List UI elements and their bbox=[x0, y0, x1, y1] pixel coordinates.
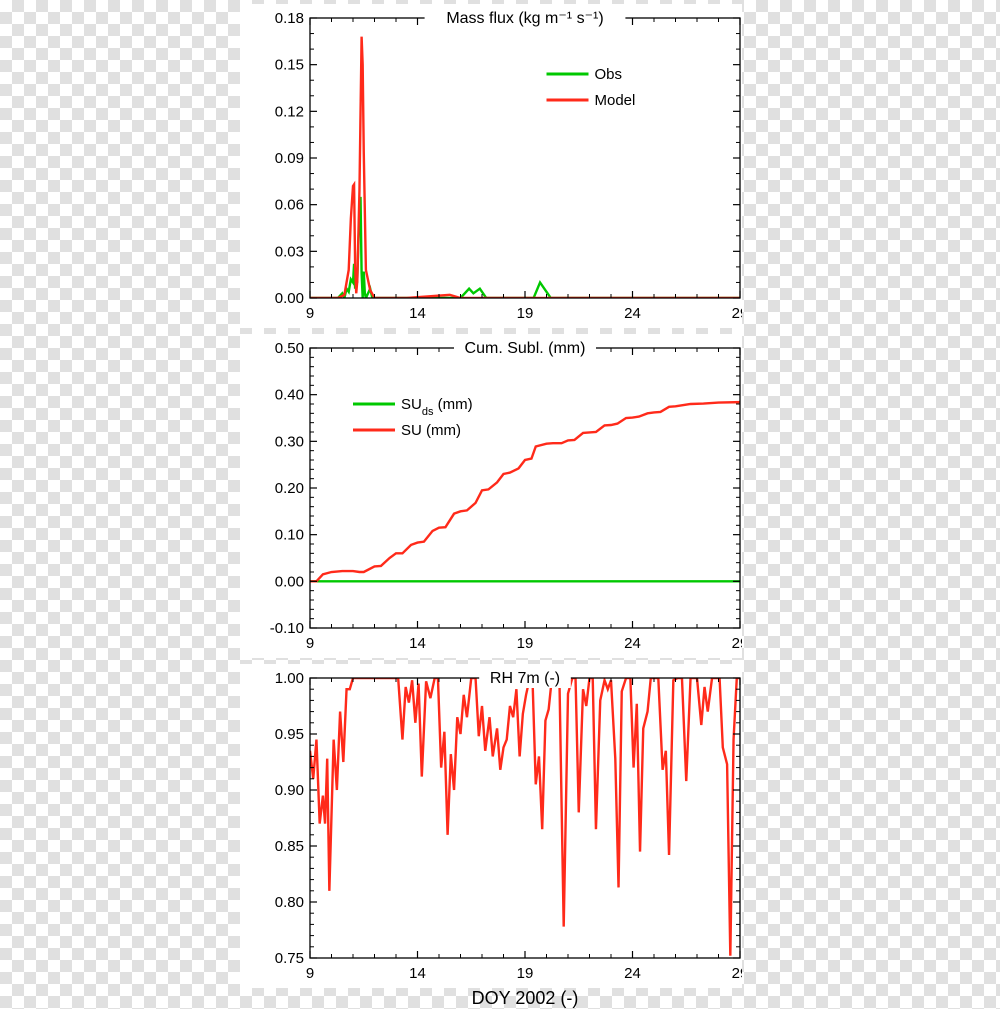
x-tick-label: 19 bbox=[517, 305, 534, 322]
y-tick-label: 0.00 bbox=[275, 573, 304, 590]
legend-label: Obs bbox=[595, 66, 623, 83]
y-tick-label: 0.85 bbox=[275, 838, 304, 855]
x-tick-label: 9 bbox=[306, 965, 314, 982]
y-tick-label: -0.10 bbox=[270, 620, 304, 637]
x-tick-label: 24 bbox=[624, 965, 641, 982]
x-tick-label: 19 bbox=[517, 965, 534, 982]
x-tick-label: 19 bbox=[517, 635, 534, 652]
panel-cum-subl: -0.10 0.00 0.10 0.20 0.30 0.40 0.50 9 14 19 24 29 Cu… bbox=[240, 334, 742, 658]
x-axis-label: DOY 2002 (-) bbox=[310, 988, 740, 1009]
x-tick-label: 14 bbox=[409, 965, 426, 982]
x-tick-label: 24 bbox=[624, 305, 641, 322]
y-tick-label: 1.00 bbox=[275, 670, 304, 687]
x-tick-label: 24 bbox=[624, 635, 641, 652]
panel-rh: 0.75 0.80 0.85 0.90 0.95 1.00 9 14 19 24 29 RH 7m (… bbox=[240, 664, 742, 988]
x-tick-label: 29 bbox=[732, 965, 742, 982]
panel-title: Mass flux (kg m⁻¹ s⁻¹) bbox=[446, 10, 603, 27]
y-tick-label: 0.90 bbox=[275, 782, 304, 799]
x-tick-label: 14 bbox=[409, 305, 426, 322]
x-tick-label: 14 bbox=[409, 635, 426, 652]
y-tick-label: 0.18 bbox=[275, 10, 304, 27]
y-tick-label: 0.06 bbox=[275, 197, 304, 214]
panel-title: RH 7m (-) bbox=[490, 670, 560, 687]
y-tick-label: 0.12 bbox=[275, 103, 304, 120]
figure: 0.00 0.03 0.06 0.09 0.12 0.15 0.18 9 14 19 24 29 Mas… bbox=[240, 0, 760, 1008]
x-tick-label: 29 bbox=[732, 305, 742, 322]
x-tick-label: 9 bbox=[306, 305, 314, 322]
y-tick-label: 0.03 bbox=[275, 243, 304, 260]
panel-title: Cum. Subl. (mm) bbox=[465, 340, 586, 357]
x-tick-label: 9 bbox=[306, 635, 314, 652]
y-tick-label: 0.75 bbox=[275, 950, 304, 967]
panel-mass-flux: 0.00 0.03 0.06 0.09 0.12 0.15 0.18 9 14 19 24 29 Mas… bbox=[240, 4, 742, 328]
y-tick-label: 0.40 bbox=[275, 387, 304, 404]
y-tick-label: 0.30 bbox=[275, 433, 304, 450]
legend-label: SU (mm) bbox=[401, 422, 461, 439]
y-tick-label: 0.95 bbox=[275, 726, 304, 743]
y-tick-label: 0.20 bbox=[275, 480, 304, 497]
x-tick-label: 29 bbox=[732, 635, 742, 652]
y-tick-label: 0.09 bbox=[275, 150, 304, 167]
y-tick-label: 0.00 bbox=[275, 290, 304, 307]
y-tick-label: 0.80 bbox=[275, 894, 304, 911]
y-tick-label: 0.10 bbox=[275, 527, 304, 544]
y-tick-label: 0.15 bbox=[275, 57, 304, 74]
y-tick-label: 0.50 bbox=[275, 340, 304, 357]
legend-label: Model bbox=[595, 92, 636, 109]
